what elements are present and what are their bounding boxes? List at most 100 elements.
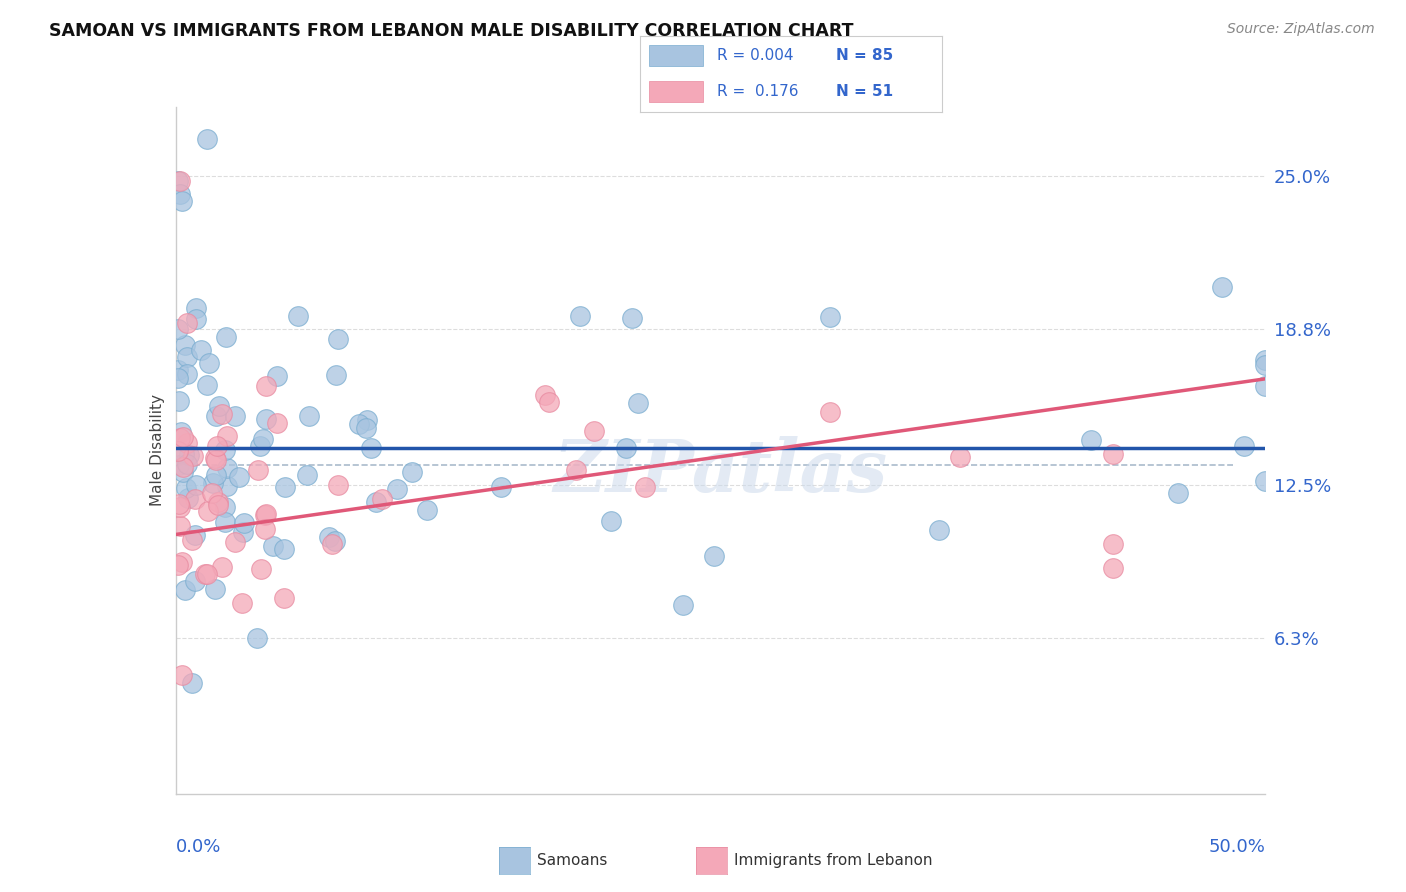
Point	[208, 399, 231, 413]
Point	[201, 475, 224, 490]
Point	[323, 534, 346, 549]
Point	[214, 516, 236, 530]
Bar	[648, 45, 703, 66]
Point	[247, 462, 270, 476]
Point	[204, 582, 226, 596]
Point	[176, 367, 198, 381]
Point	[1254, 379, 1277, 393]
Point	[364, 495, 387, 509]
Point	[195, 378, 218, 392]
Text: N = 51: N = 51	[837, 84, 893, 99]
Point	[1102, 537, 1125, 551]
Point	[167, 443, 190, 458]
Point	[172, 430, 194, 444]
Point	[295, 468, 318, 483]
Point	[214, 500, 236, 514]
Point	[1102, 561, 1125, 575]
Point	[169, 500, 191, 514]
Point	[273, 541, 295, 556]
Point	[183, 527, 205, 541]
Point	[254, 507, 277, 521]
Text: Immigrants from Lebanon: Immigrants from Lebanon	[734, 854, 932, 868]
Point	[167, 371, 190, 385]
Point	[211, 560, 233, 574]
Point	[176, 436, 198, 450]
Point	[174, 582, 197, 597]
Point	[214, 442, 236, 457]
Point	[217, 478, 239, 492]
Point	[181, 533, 204, 547]
Point	[181, 450, 204, 464]
Point	[231, 596, 253, 610]
Point	[170, 555, 193, 569]
Point	[360, 441, 382, 455]
Point	[253, 508, 276, 523]
Point	[1232, 439, 1256, 453]
Point	[181, 675, 204, 690]
Text: 0.0%: 0.0%	[176, 838, 221, 856]
Point	[1211, 279, 1233, 293]
Point	[818, 405, 841, 419]
Point	[321, 537, 343, 551]
Point	[298, 409, 321, 424]
Point	[211, 407, 233, 421]
Text: 50.0%: 50.0%	[1209, 838, 1265, 856]
Point	[249, 439, 271, 453]
Point	[672, 598, 695, 612]
Point	[207, 498, 229, 512]
Point	[274, 480, 297, 494]
Point	[194, 567, 217, 582]
Text: Samoans: Samoans	[537, 854, 607, 868]
Point	[703, 549, 725, 563]
Point	[172, 668, 194, 682]
Point	[205, 409, 228, 424]
Point	[167, 458, 190, 472]
Point	[167, 363, 190, 377]
Point	[204, 468, 226, 483]
Point	[195, 132, 218, 146]
Point	[167, 497, 190, 511]
Point	[169, 519, 191, 533]
Point	[262, 539, 284, 553]
Point	[174, 481, 197, 495]
Point	[534, 387, 557, 401]
Point	[198, 356, 221, 370]
Point	[266, 369, 288, 384]
Point	[201, 485, 224, 500]
Point	[183, 574, 205, 589]
Point	[627, 396, 650, 410]
Point	[169, 174, 191, 188]
Point	[172, 466, 194, 480]
Point	[354, 421, 377, 435]
Point	[205, 440, 228, 454]
Point	[325, 368, 347, 383]
Point	[254, 411, 277, 425]
Point	[207, 494, 229, 508]
Text: SAMOAN VS IMMIGRANTS FROM LEBANON MALE DISABILITY CORRELATION CHART: SAMOAN VS IMMIGRANTS FROM LEBANON MALE D…	[49, 22, 853, 40]
Point	[197, 504, 219, 518]
Point	[565, 463, 588, 477]
Point	[170, 425, 193, 439]
Point	[215, 330, 238, 344]
Point	[328, 478, 350, 492]
Point	[173, 447, 195, 461]
Point	[204, 450, 226, 465]
Point	[569, 309, 592, 323]
Point	[176, 457, 198, 471]
Point	[252, 432, 274, 446]
Point	[582, 424, 605, 438]
Point	[401, 465, 423, 479]
Text: N = 85: N = 85	[837, 48, 893, 63]
Point	[167, 174, 190, 188]
Point	[177, 448, 200, 462]
Point	[167, 558, 190, 572]
Point	[634, 480, 657, 494]
Point	[232, 525, 254, 540]
Point	[195, 566, 218, 581]
Point	[318, 530, 340, 544]
Point	[254, 378, 277, 392]
Point	[356, 413, 378, 427]
Point	[215, 461, 238, 475]
Point	[228, 470, 250, 484]
Point	[172, 459, 194, 474]
